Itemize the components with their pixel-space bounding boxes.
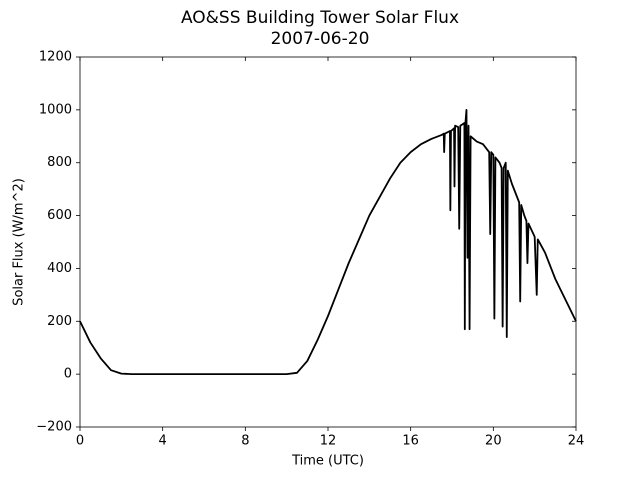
x-tick-label: 8 bbox=[241, 434, 249, 449]
x-tick-label: 24 bbox=[568, 434, 585, 449]
y-tick-label: 1000 bbox=[39, 102, 72, 117]
y-tick-label: 400 bbox=[47, 261, 72, 276]
y-tick-label: 0 bbox=[64, 367, 72, 382]
x-tick-label: 12 bbox=[320, 434, 337, 449]
y-tick-label: 1200 bbox=[39, 50, 72, 65]
x-tick-label: 16 bbox=[402, 434, 419, 449]
chart-subtitle: 2007-06-20 bbox=[271, 29, 370, 49]
x-tick-label: 0 bbox=[76, 434, 84, 449]
y-tick-label: 600 bbox=[47, 208, 72, 223]
y-tick-label: −200 bbox=[36, 420, 72, 435]
chart-title: AO&SS Building Tower Solar Flux bbox=[181, 8, 459, 28]
x-tick-label: 20 bbox=[485, 434, 502, 449]
y-axis-label: Solar Flux (W/m^2) bbox=[12, 178, 27, 306]
y-tick-label: 800 bbox=[47, 155, 72, 170]
data-line bbox=[79, 108, 577, 376]
y-tick-label: 200 bbox=[47, 314, 72, 329]
x-axis-label: Time (UTC) bbox=[291, 454, 364, 469]
x-tick-label: 4 bbox=[159, 434, 167, 449]
